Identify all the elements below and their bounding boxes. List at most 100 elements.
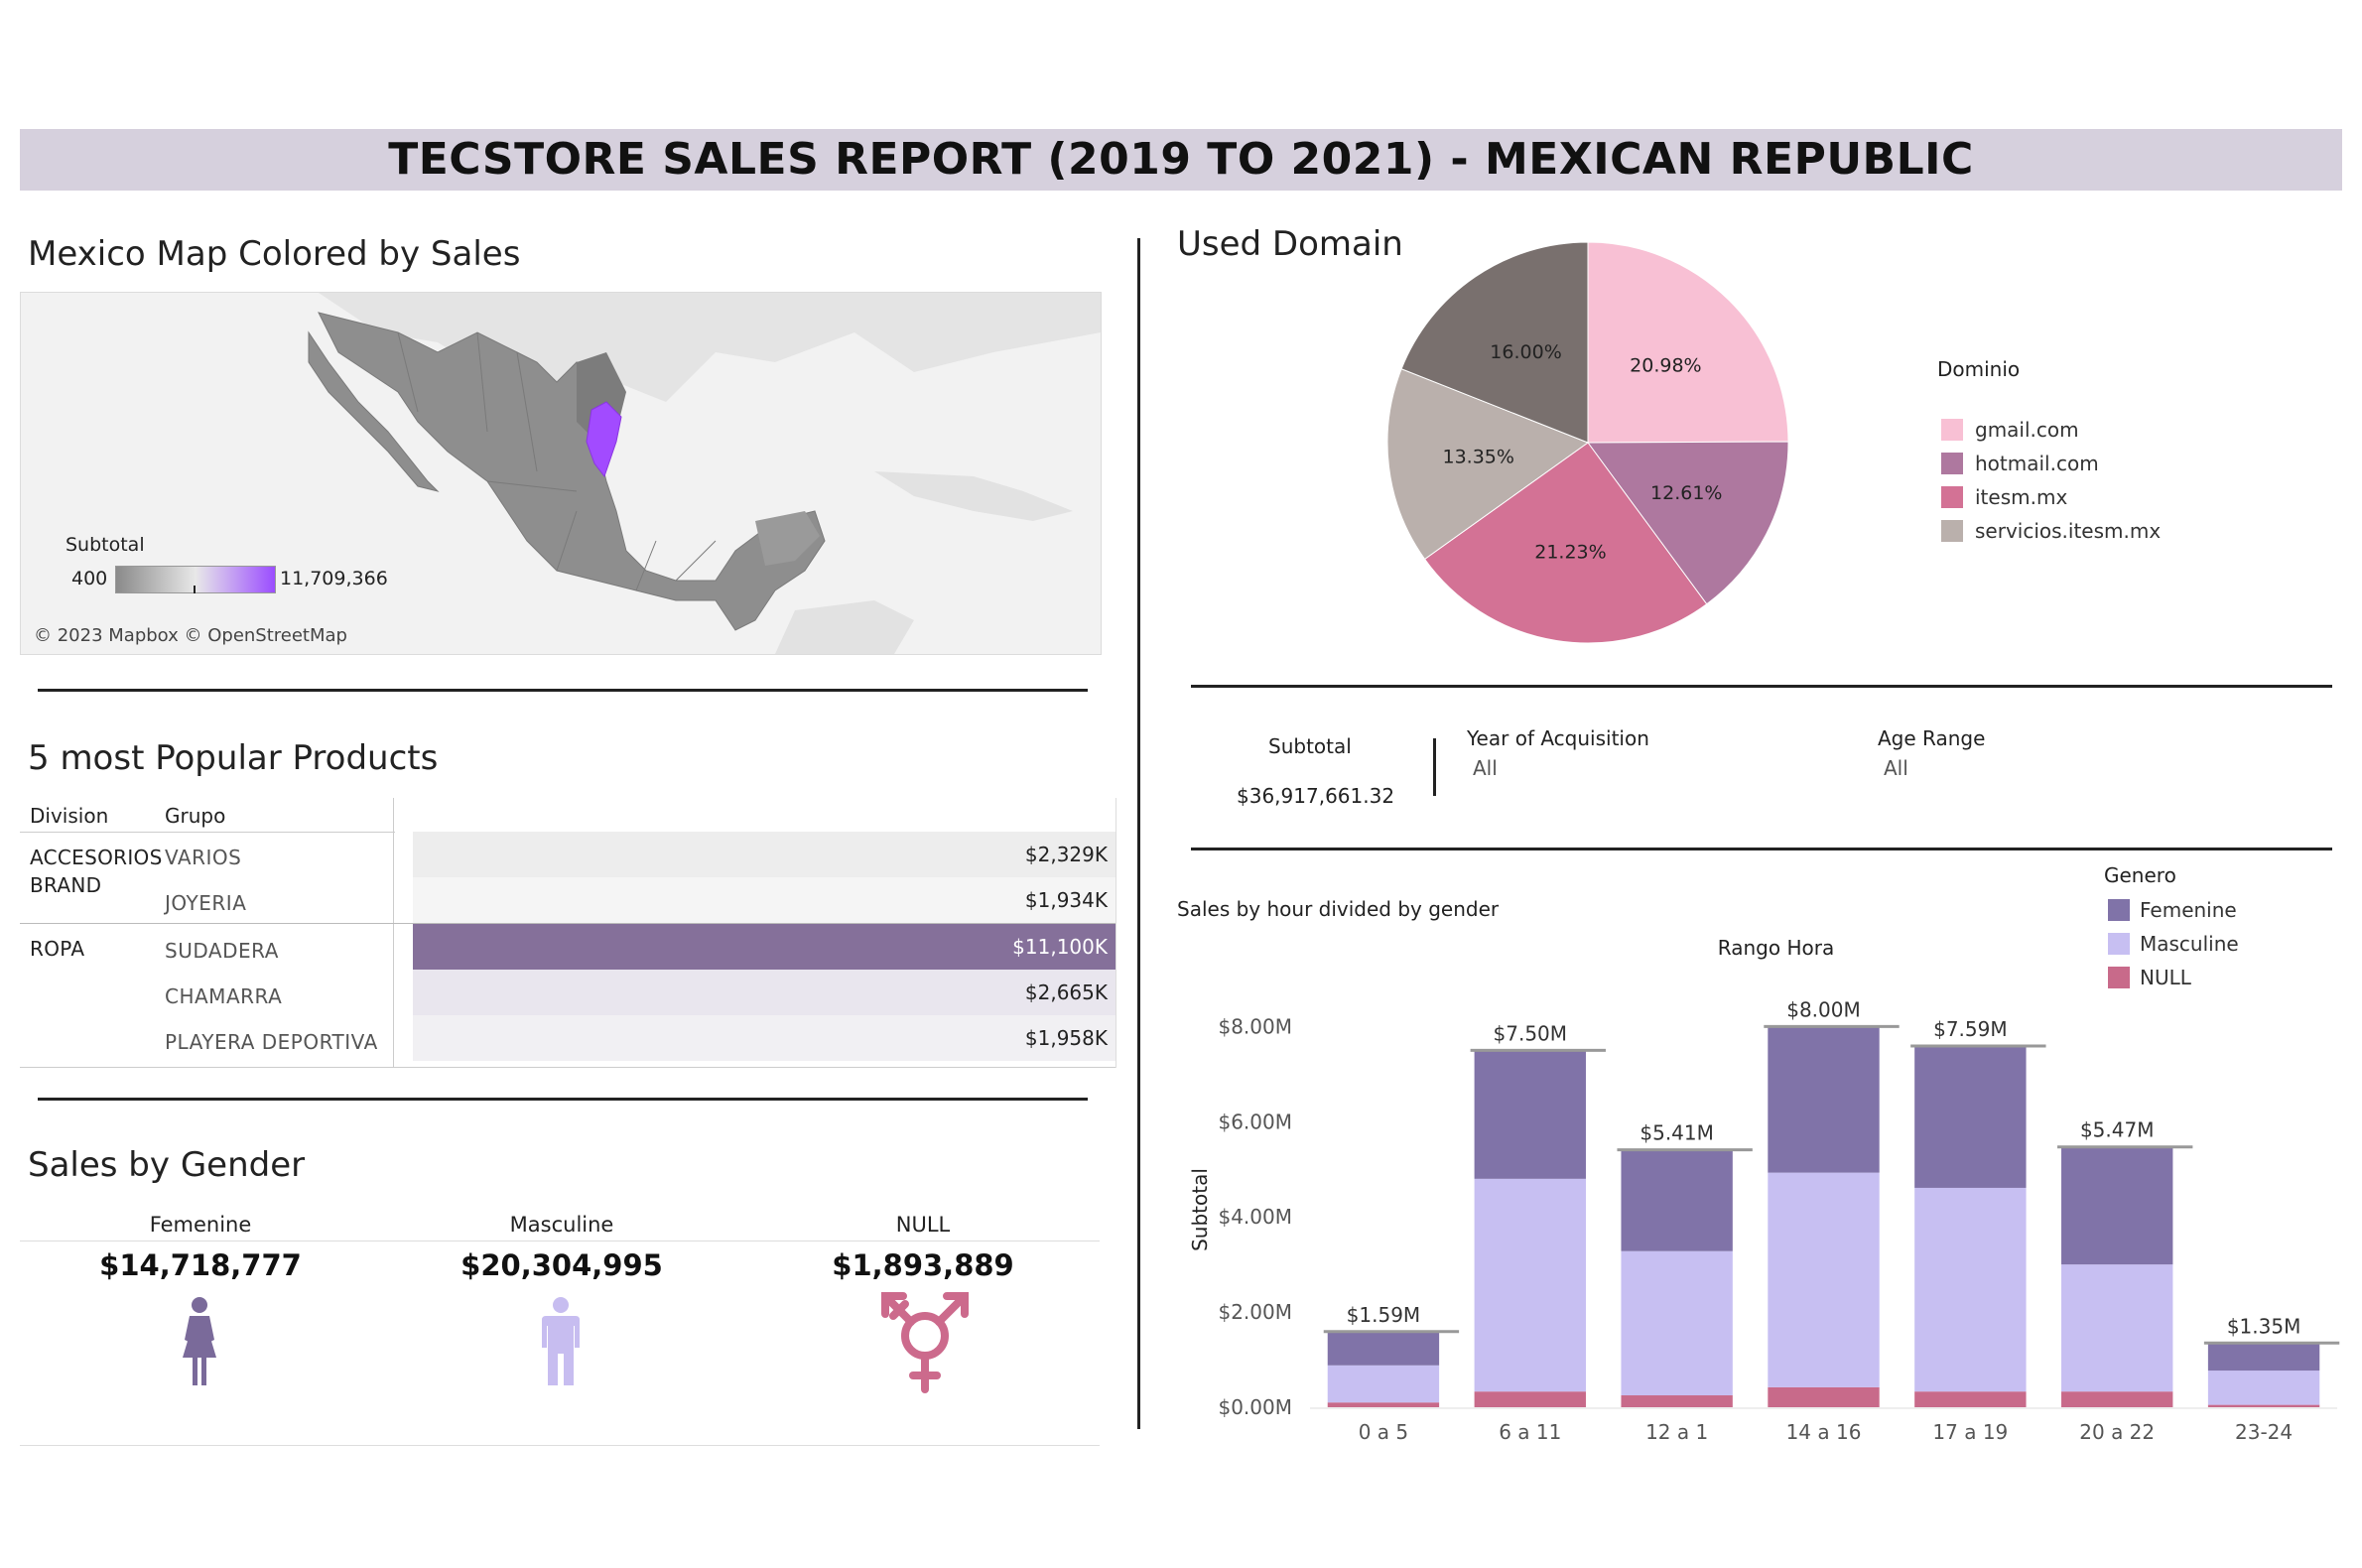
pie-legend: gmail.com hotmail.com itesm.mx servicios.it… (1941, 413, 2161, 548)
products-table: Division Grupo ACCESORIOS BRAND VARIOS J… (20, 798, 1116, 1068)
filter-age-value[interactable]: All (1884, 756, 1908, 780)
bar-12-a-1-masculine[interactable] (1621, 1250, 1733, 1396)
map-legend-gradient (115, 566, 276, 593)
map-baja-california[interactable] (308, 330, 440, 492)
bar-legend: Femenine Masculine NULL (2108, 893, 2239, 994)
bar-14-a-16-masculine[interactable] (1768, 1172, 1880, 1387)
pie-legend-label: gmail.com (1975, 418, 2079, 442)
col-division-header: Division (30, 804, 109, 828)
bar-0-a-5-null[interactable] (1327, 1402, 1440, 1407)
pie-legend-item-servicios-itesm-mx[interactable]: servicios.itesm.mx (1941, 514, 2161, 548)
bar-legend-label: NULL (2140, 966, 2191, 989)
bar-17-a-19-masculine[interactable] (1914, 1187, 2027, 1392)
pie-legend-swatch (1941, 419, 1963, 441)
pie-slice-hotmail-com[interactable] (1587, 441, 1789, 605)
x-tick-label-23-24: 23-24 (2235, 1420, 2293, 1444)
value-sudadera: $11,100K (1012, 935, 1108, 959)
value-varios: $2,329K (1024, 843, 1108, 866)
domain-title: Used Domain (1177, 224, 1403, 264)
x-tick-label-20-a-22: 20 a 22 (2079, 1420, 2155, 1444)
bar-legend-item-masculine[interactable]: Masculine (2108, 927, 2239, 961)
domain-pie-chart[interactable]: 20.98% 12.61% 21.23% 13.35% 16.00% (1370, 234, 1806, 651)
x-tick-label-17-a-19: 17 a 19 (1932, 1420, 2008, 1444)
bar-23-24-masculine[interactable] (2207, 1371, 2320, 1405)
bar-legend-label: Masculine (2140, 932, 2239, 956)
center-divider (1137, 238, 1140, 1429)
map-nuevo-leon-highlight[interactable] (586, 401, 622, 478)
bar-17-a-19-null[interactable] (1914, 1391, 2027, 1407)
bar-legend-swatch (2108, 967, 2130, 988)
bar-6-a-11-masculine[interactable] (1474, 1178, 1586, 1392)
pie-legend-label: hotmail.com (1975, 452, 2099, 475)
pie-slice-other[interactable] (1400, 241, 1589, 444)
product-bar-joyeria[interactable]: $1,934K (413, 877, 1115, 923)
bar-legend-item-null[interactable]: NULL (2108, 961, 2239, 994)
pie-label-1: 12.61% (1650, 482, 1722, 504)
gender-title: Sales by Gender (28, 1145, 306, 1185)
sales-by-hour-chart[interactable]: Rango Hora Subtotal $0.00M $2.00M $4.00M $6.0… (1171, 933, 2352, 1449)
pie-legend-item-itesm-mx[interactable]: itesm.mx (1941, 480, 2161, 514)
mexico-map[interactable] (20, 292, 1102, 655)
bar-6-a-11-null[interactable] (1474, 1391, 1586, 1407)
bar-12-a-1-femenine[interactable] (1621, 1149, 1733, 1251)
report-title: TECSTORE SALES REPORT (2019 TO 2021) - M… (388, 134, 1974, 185)
product-bar-sudadera[interactable]: $11,100K (413, 924, 1115, 970)
pie-legend-item-hotmail-com[interactable]: hotmail.com (1941, 447, 2161, 480)
y-tick-label: $8.00M (1218, 1014, 1292, 1038)
pie-slice-gmail-com[interactable] (1587, 241, 1789, 444)
map-yucatan[interactable] (755, 511, 820, 566)
pie-label-4: 16.00% (1490, 341, 1561, 363)
map-legend-min: 400 (71, 568, 108, 589)
map-central-america-land (775, 600, 914, 654)
value-joyeria: $1,934K (1024, 888, 1108, 912)
map-credit: © 2023 Mapbox © OpenStreetMap (34, 625, 347, 646)
products-title: 5 most Popular Products (28, 738, 439, 778)
bar-6-a-11-femenine[interactable] (1474, 1050, 1586, 1179)
bar-total-label-17-a-19: $7.59M (1933, 1017, 2008, 1041)
pie-slice-servicios-itesm-mx[interactable] (1386, 368, 1590, 561)
divider-products (38, 1098, 1088, 1101)
x-axis-title: Rango Hora (1718, 936, 1834, 960)
bar-0-a-5-masculine[interactable] (1327, 1365, 1440, 1403)
grupo-chamarra: CHAMARRA (165, 984, 283, 1008)
y-axis-title: Subtotal (1188, 1168, 1212, 1251)
value-chamarra: $2,665K (1024, 980, 1108, 1004)
x-tick-label-6-a-11: 6 a 11 (1499, 1420, 1561, 1444)
product-bar-chamarra[interactable]: $2,665K (413, 970, 1115, 1015)
bar-20-a-22-null[interactable] (2061, 1391, 2173, 1407)
divider-domain (1191, 685, 2332, 688)
bar-0-a-5-femenine[interactable] (1327, 1331, 1440, 1366)
pie-legend-swatch (1941, 520, 1963, 542)
map-legend-max: 11,709,366 (280, 568, 388, 589)
gender-value-femenine: $14,718,777 (99, 1248, 302, 1282)
pie-slice-itesm-mx[interactable] (1423, 442, 1708, 644)
bar-total-label-6-a-11: $7.50M (1494, 1021, 1568, 1045)
division-accesorios: ACCESORIOS BRAND (30, 846, 163, 897)
filter-year-value[interactable]: All (1473, 756, 1498, 780)
bar-total-label-0-a-5: $1.59M (1347, 1303, 1421, 1327)
bar-23-24-femenine[interactable] (2207, 1343, 2320, 1372)
product-bar-varios[interactable]: $2,329K (413, 832, 1115, 877)
filter-subtotal-value: $36,917,661.32 (1237, 784, 1395, 808)
divider-map (38, 689, 1088, 692)
bar-12-a-1-null[interactable] (1621, 1395, 1733, 1407)
map-canvas[interactable] (21, 293, 1101, 654)
bar-14-a-16-femenine[interactable] (1768, 1026, 1880, 1173)
filter-subtotal-label: Subtotal (1268, 734, 1352, 758)
bar-total-label-12-a-1: $5.41M (1640, 1121, 1714, 1145)
bar-20-a-22-masculine[interactable] (2061, 1264, 2173, 1392)
report-title-bar: TECSTORE SALES REPORT (2019 TO 2021) - M… (20, 129, 2342, 191)
map-cuba-land (874, 471, 1073, 521)
bar-legend-item-femenine[interactable]: Femenine (2108, 893, 2239, 927)
grupo-sudadera: SUDADERA (165, 939, 279, 963)
bar-20-a-22-femenine[interactable] (2061, 1146, 2173, 1265)
bar-14-a-16-null[interactable] (1768, 1386, 1880, 1407)
bar-legend-title: Genero (2104, 863, 2176, 887)
bar-23-24-null[interactable] (2207, 1404, 2320, 1407)
pie-label-3: 13.35% (1442, 447, 1513, 468)
bar-17-a-19-femenine[interactable] (1914, 1046, 2027, 1188)
pie-legend-item-gmail-com[interactable]: gmail.com (1941, 413, 2161, 447)
bar-total-label-23-24: $1.35M (2227, 1314, 2301, 1338)
product-bar-playera-deportive[interactable]: $1,958K (413, 1015, 1115, 1061)
divider-filters (1191, 848, 2332, 850)
